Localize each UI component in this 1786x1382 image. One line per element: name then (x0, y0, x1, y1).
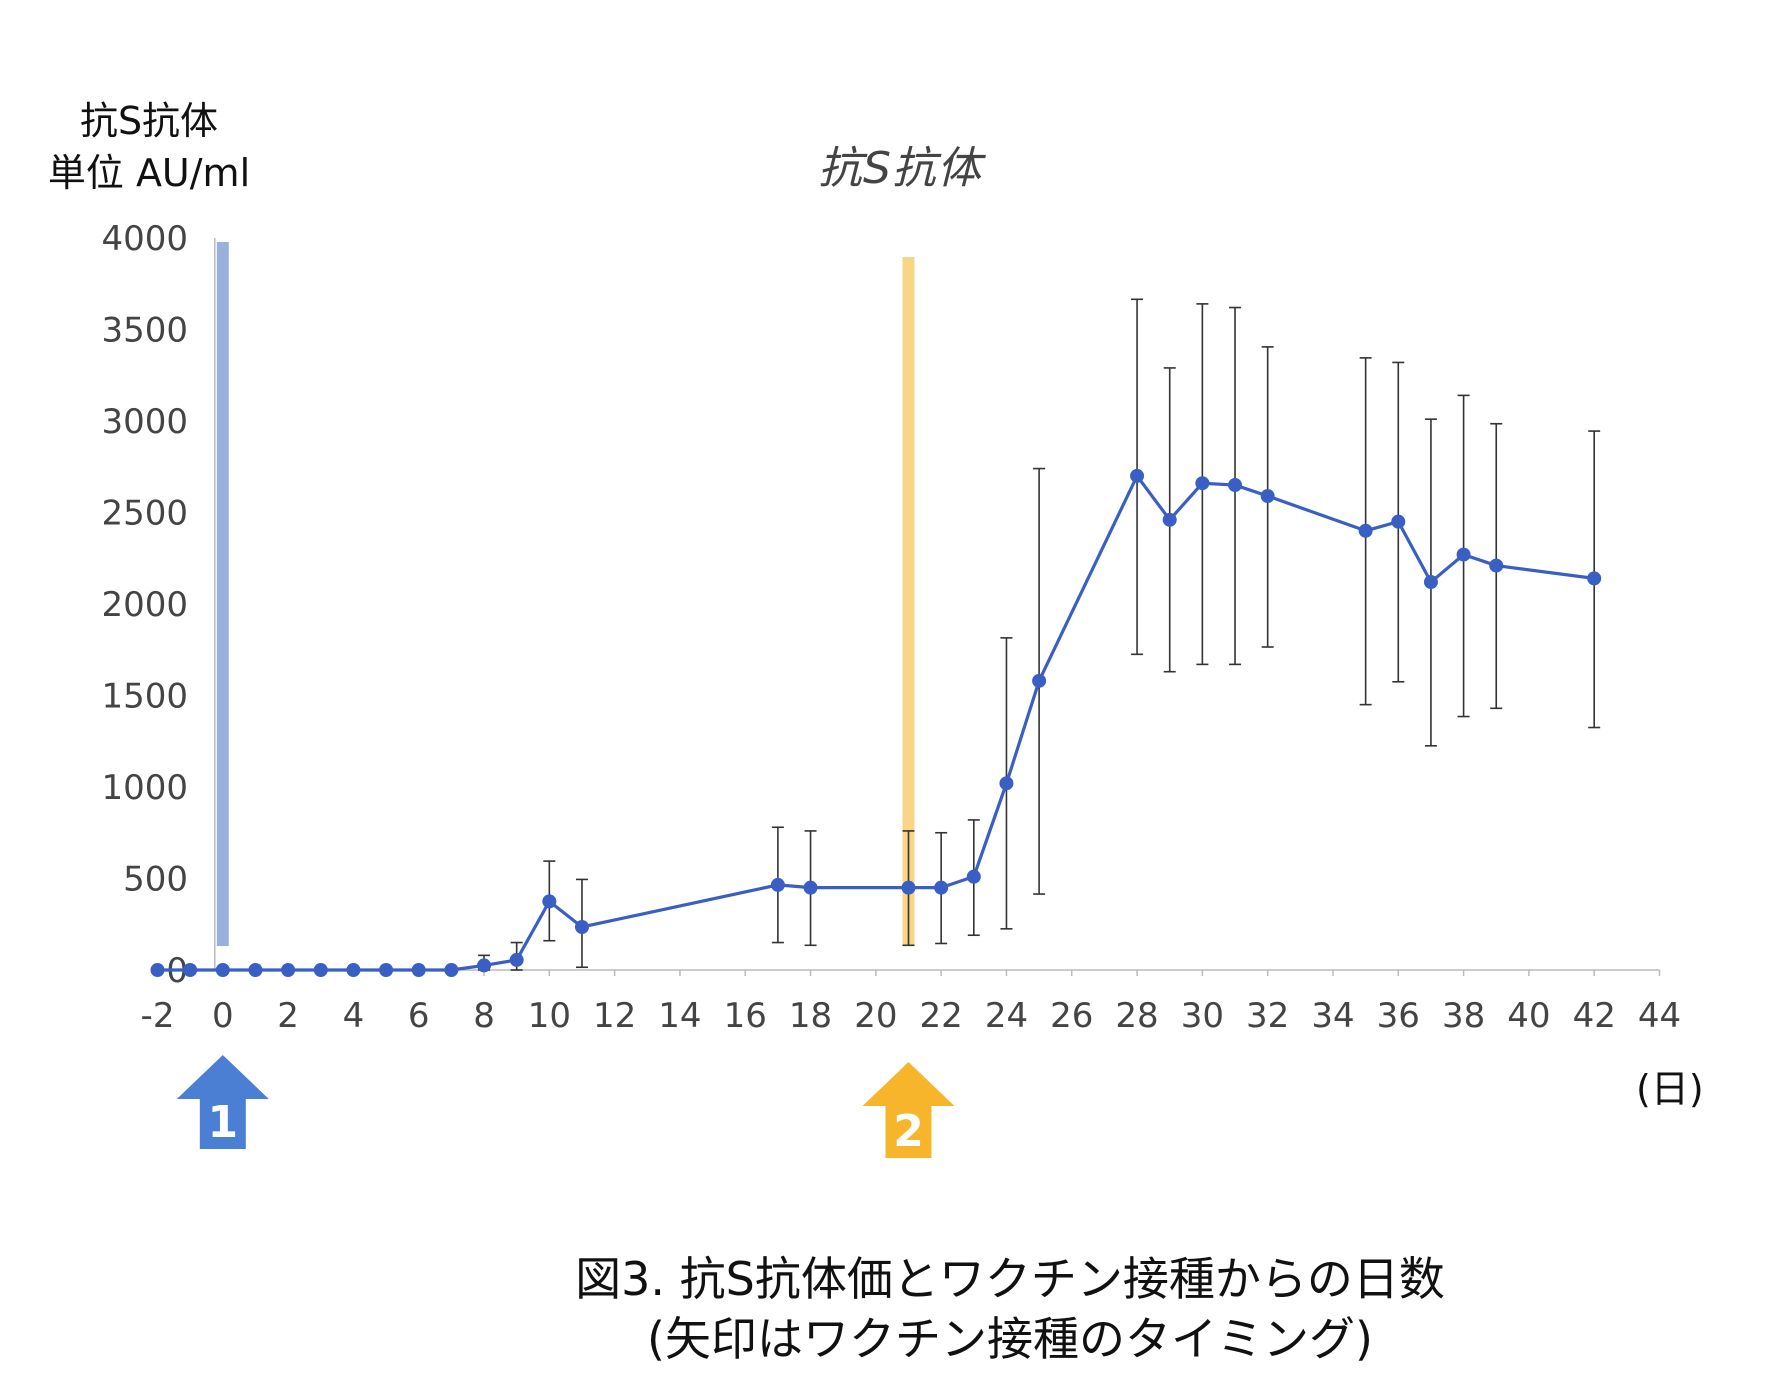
vaccination-arrow-1 (176, 1055, 269, 1149)
error-bars (478, 298, 1601, 971)
y-tick-label: 1000 (101, 768, 188, 808)
data-point (1130, 468, 1145, 483)
vaccination-arrow-label: 1 (207, 1097, 238, 1148)
data-point (313, 963, 328, 977)
y-axis-title-line-1: 抗S抗体 (79, 99, 219, 143)
data-point (770, 877, 785, 892)
data-point (411, 963, 426, 977)
data-point (1358, 523, 1373, 538)
x-tick-label: 40 (1507, 996, 1550, 1036)
x-tick-label: 44 (1638, 996, 1681, 1036)
data-point (379, 963, 394, 977)
data-point (1195, 476, 1210, 491)
data-point (1391, 514, 1406, 529)
x-tick-labels: -2 0 2 4 6 8 10 12 14 16 18 20 22 24 26 28 30 32 34 36 38 40 4… (141, 996, 1682, 1036)
data-point (509, 952, 524, 967)
x-tick-label: 14 (658, 996, 701, 1036)
vaccination-arrow-2 (862, 1062, 955, 1158)
data-point (966, 869, 981, 884)
data-point (934, 880, 949, 895)
vaccination-arrow-label: 2 (893, 1106, 924, 1157)
x-unit-label: (日) (1636, 1067, 1704, 1111)
x-tick-label: 4 (343, 996, 365, 1036)
vaccination-bands (216, 242, 915, 946)
y-tick-label: 3000 (101, 402, 188, 442)
data-point (1456, 547, 1471, 562)
x-tick-label: 18 (789, 996, 832, 1036)
y-tick-label: 4000 (101, 219, 188, 259)
x-tick-label: 42 (1573, 996, 1616, 1036)
x-tick-label: 28 (1115, 996, 1158, 1036)
x-tick-label: 34 (1311, 996, 1354, 1036)
vaccination-band-1 (216, 242, 229, 946)
data-point (346, 963, 361, 977)
x-tick-label: 8 (473, 996, 495, 1036)
data-point (542, 894, 557, 909)
data-point (281, 963, 296, 977)
chart-title: 抗S抗体 (818, 143, 982, 194)
data-point (803, 880, 818, 895)
y-axis-title-line-2: 単位 AU/ml (47, 151, 251, 195)
x-tick-label: 24 (985, 996, 1028, 1036)
y-tick-label: 1500 (101, 677, 188, 717)
data-point (477, 958, 492, 973)
x-tick-label: 0 (212, 996, 234, 1036)
data-point (999, 776, 1014, 791)
data-point (1489, 558, 1504, 573)
data-point (183, 963, 198, 977)
x-tick-label: 26 (1050, 996, 1093, 1036)
y-tick-label: 3500 (101, 311, 188, 351)
data-point (1423, 575, 1438, 590)
vaccination-band-2 (902, 257, 915, 946)
y-tick-label: 500 (123, 860, 188, 900)
data-point (574, 919, 589, 934)
x-tick-label: 12 (593, 996, 636, 1036)
data-point (150, 963, 165, 977)
x-tick-label: 2 (277, 996, 299, 1036)
data-point (1587, 571, 1602, 586)
x-tick-label: 22 (920, 996, 963, 1036)
data-point (1162, 512, 1177, 527)
data-point (215, 963, 230, 977)
x-tick-label: 30 (1181, 996, 1224, 1036)
x-tick-label: 20 (854, 996, 897, 1036)
caption-line-1: 図3. 抗S抗体価とワクチン接種からの日数 (575, 1252, 1445, 1306)
data-point (1228, 478, 1243, 493)
data-points (150, 468, 1602, 977)
caption-line-2: (矢印はワクチン接種のタイミング) (647, 1312, 1373, 1366)
data-point (444, 963, 459, 977)
data-point (1260, 489, 1275, 504)
x-tick-label: 16 (724, 996, 767, 1036)
series-line-group (157, 474, 1595, 972)
x-tick-label: 36 (1377, 996, 1420, 1036)
data-point (1032, 673, 1047, 688)
series-line (157, 474, 1595, 972)
data-point (901, 880, 916, 895)
x-tick-label: 32 (1246, 996, 1289, 1036)
y-tick-label: 2000 (101, 585, 188, 625)
y-tick-label: 2500 (101, 494, 188, 534)
x-tick-label: -2 (141, 996, 175, 1036)
x-tick-label: 38 (1442, 996, 1485, 1036)
data-point (248, 963, 263, 977)
x-tick-label: 6 (408, 996, 430, 1036)
x-tick-label: 10 (528, 996, 571, 1036)
